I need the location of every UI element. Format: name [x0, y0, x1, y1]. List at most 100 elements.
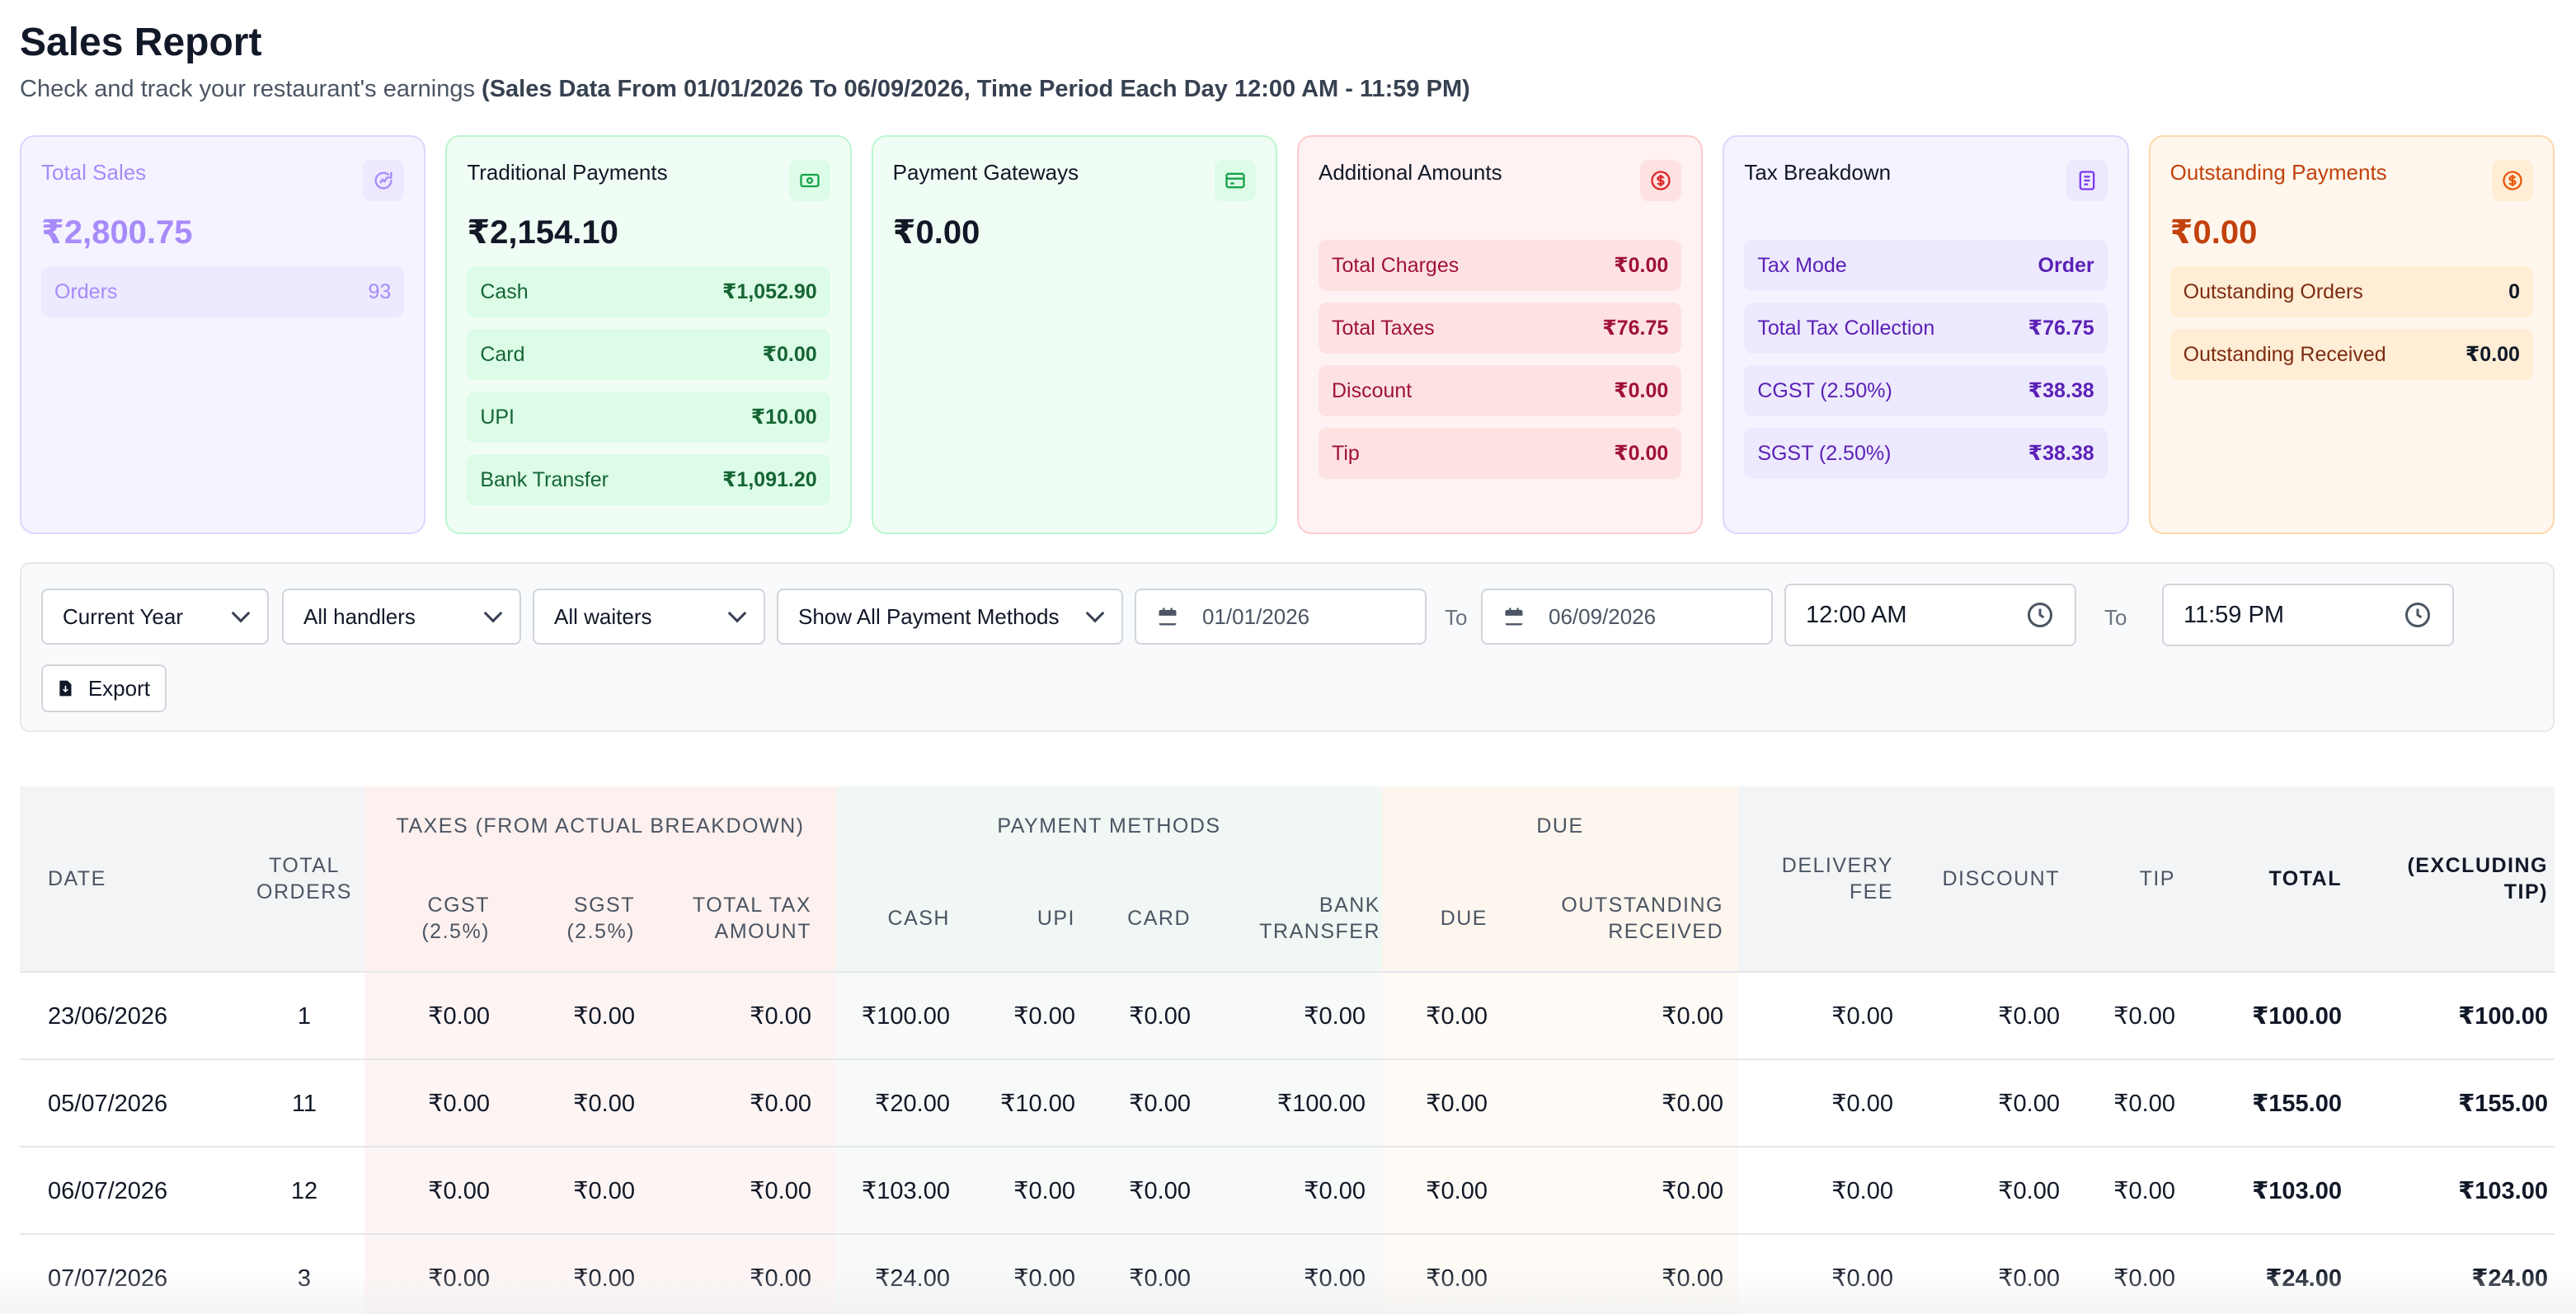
row-value: ₹38.38: [2028, 442, 2094, 465]
calendar-icon: [1505, 608, 1523, 626]
calendar-icon: [1159, 608, 1177, 626]
row-value: ₹0.00: [1614, 442, 1669, 465]
cell-upi: ₹0.00: [1013, 1003, 1075, 1030]
row-label: CGST (2.50%): [1757, 378, 1892, 402]
cell-due: ₹0.00: [1426, 1091, 1488, 1117]
card-amount: ₹0.00: [2169, 214, 2258, 251]
row-value: ₹1,052.90: [722, 280, 817, 303]
row-label: Total Taxes: [1331, 316, 1435, 340]
cell-bank: ₹100.00: [1276, 1091, 1366, 1117]
cell-discount: ₹0.00: [1998, 1091, 2060, 1117]
card-title: Payment Gateways: [892, 160, 1079, 185]
date-from-input[interactable]: 01/01/2026: [1135, 589, 1427, 645]
waiters-select-value: All waiters: [554, 603, 652, 629]
date-to-label: To: [1445, 605, 1468, 630]
col-cgst-line1: CGST: [427, 894, 490, 917]
table-row: 06/07/2026 12 ₹0.00 ₹0.00 ₹0.00 ₹103.00 …: [20, 1146, 2555, 1233]
col-cash: CASH: [887, 907, 950, 930]
card-row: Cash ₹1,052.90: [467, 266, 830, 317]
time-to-input[interactable]: 11:59 PM: [2162, 584, 2454, 646]
cell-cash: ₹100.00: [861, 1003, 950, 1030]
col-total-orders-line2: ORDERS: [256, 880, 352, 903]
card-row: Orders 93: [41, 266, 405, 317]
row-value: ₹0.00: [2465, 343, 2520, 366]
scroll-fade: [0, 1269, 2576, 1314]
cell-cgst: ₹0.00: [428, 1178, 490, 1204]
time-from-input[interactable]: 12:00 AM: [1784, 584, 2076, 646]
col-cgst-line2: (2.5%): [421, 920, 490, 943]
col-excl-line1: (EXCLUDING: [2407, 854, 2548, 877]
card-row: Tax Mode Order: [1744, 240, 2108, 291]
col-discount: DISCOUNT: [1942, 867, 2060, 890]
col-bank-line1: BANK: [1319, 894, 1380, 917]
chevron-down-icon: [1085, 603, 1105, 623]
cell-tax: ₹0.00: [750, 1178, 811, 1204]
row-label: SGST (2.50%): [1757, 441, 1892, 465]
date-to-input[interactable]: 06/09/2026: [1481, 589, 1773, 645]
summary-cards: Total Sales ₹2,800.75 Orders 93 Tradition…: [20, 135, 2555, 534]
period-select-value: Current Year: [63, 603, 183, 629]
cell-bank: ₹0.00: [1304, 1003, 1366, 1030]
row-value: 93: [368, 279, 392, 303]
card-row: SGST (2.50%) ₹38.38: [1744, 428, 2108, 479]
col-bank-line2: TRANSFER: [1259, 920, 1380, 943]
export-button[interactable]: Export: [41, 664, 167, 712]
date-to-value: 06/09/2026: [1549, 603, 1657, 629]
additional-amounts-card: Additional Amounts Total Charges ₹0.00 To…: [1296, 135, 1704, 534]
cell-card: ₹0.00: [1129, 1003, 1191, 1030]
row-label: Bank Transfer: [480, 467, 609, 491]
col-sgst: SGST (2.5%): [515, 892, 635, 945]
export-label: Export: [87, 675, 150, 701]
col-card: CARD: [1127, 907, 1191, 930]
col-upi: UPI: [1037, 907, 1075, 930]
row-value: ₹1,091.20: [722, 468, 817, 491]
page-title: Sales Report: [20, 21, 262, 64]
subtitle-date-range: (Sales Data From 01/01/2026 To 06/09/202…: [482, 76, 1470, 102]
col-date: DATE: [48, 867, 106, 890]
waiters-select[interactable]: All waiters: [533, 589, 765, 645]
payments-group-header: PAYMENT METHODS: [997, 814, 1221, 838]
due-group-header: DUE: [1536, 814, 1584, 838]
col-excl-line2: TIP): [2503, 880, 2548, 903]
clock-icon: [2405, 603, 2430, 627]
cell-orders: 11: [291, 1091, 317, 1117]
card-title: Traditional Payments: [467, 160, 668, 185]
row-label: Outstanding Received: [2183, 342, 2386, 366]
cell-excluding-tip: ₹100.00: [2458, 1003, 2548, 1030]
chevron-down-icon: [727, 603, 747, 623]
file-export-icon: [59, 680, 72, 697]
row-label: Discount: [1331, 378, 1413, 402]
traditional-payments-card: Traditional Payments ₹2,154.10 Cash ₹1,05…: [445, 135, 852, 534]
sales-table: TAXES (FROM ACTUAL BREAKDOWN) PAYMENT ME…: [20, 786, 2555, 1314]
col-delivery-line1: DELIVERY: [1781, 854, 1893, 877]
cell-discount: ₹0.00: [1998, 1003, 2060, 1030]
table-row: 05/07/2026 11 ₹0.00 ₹0.00 ₹0.00 ₹20.00 ₹…: [20, 1058, 2555, 1146]
time-to-value: 11:59 PM: [2183, 601, 2284, 628]
row-value: 0: [2508, 279, 2520, 303]
cell-due: ₹0.00: [1426, 1003, 1488, 1030]
cell-bank: ₹0.00: [1304, 1178, 1366, 1204]
card-title: Total Sales: [41, 160, 147, 185]
row-label: Cash: [480, 279, 529, 303]
payment-methods-select[interactable]: Show All Payment Methods: [777, 589, 1123, 645]
row-label: Orders: [54, 279, 118, 303]
handlers-select[interactable]: All handlers: [282, 589, 521, 645]
card-row: Tip ₹0.00: [1318, 428, 1682, 479]
col-sgst-line1: SGST: [573, 894, 635, 917]
col-out-line1: OUTSTANDING: [1561, 894, 1723, 917]
period-select[interactable]: Current Year: [41, 589, 269, 645]
page-subtitle: Check and track your restaurant's earnin…: [20, 76, 1470, 103]
card-amount: ₹2,154.10: [467, 214, 618, 251]
payment-header-bg: [836, 786, 1382, 971]
chevron-down-icon: [483, 603, 503, 623]
col-tip: TIP: [2139, 867, 2175, 890]
row-label: Total Tax Collection: [1757, 316, 1935, 340]
cell-tax: ₹0.00: [750, 1003, 811, 1030]
card-row: CGST (2.50%) ₹38.38: [1744, 365, 2108, 416]
cell-date: 06/07/2026: [48, 1178, 168, 1204]
col-total-tax-line1: TOTAL TAX: [692, 894, 811, 917]
card-row: Total Charges ₹0.00: [1318, 240, 1682, 291]
row-value: ₹38.38: [2028, 379, 2094, 402]
cell-date: 05/07/2026: [48, 1091, 168, 1117]
handlers-select-value: All handlers: [303, 603, 416, 629]
